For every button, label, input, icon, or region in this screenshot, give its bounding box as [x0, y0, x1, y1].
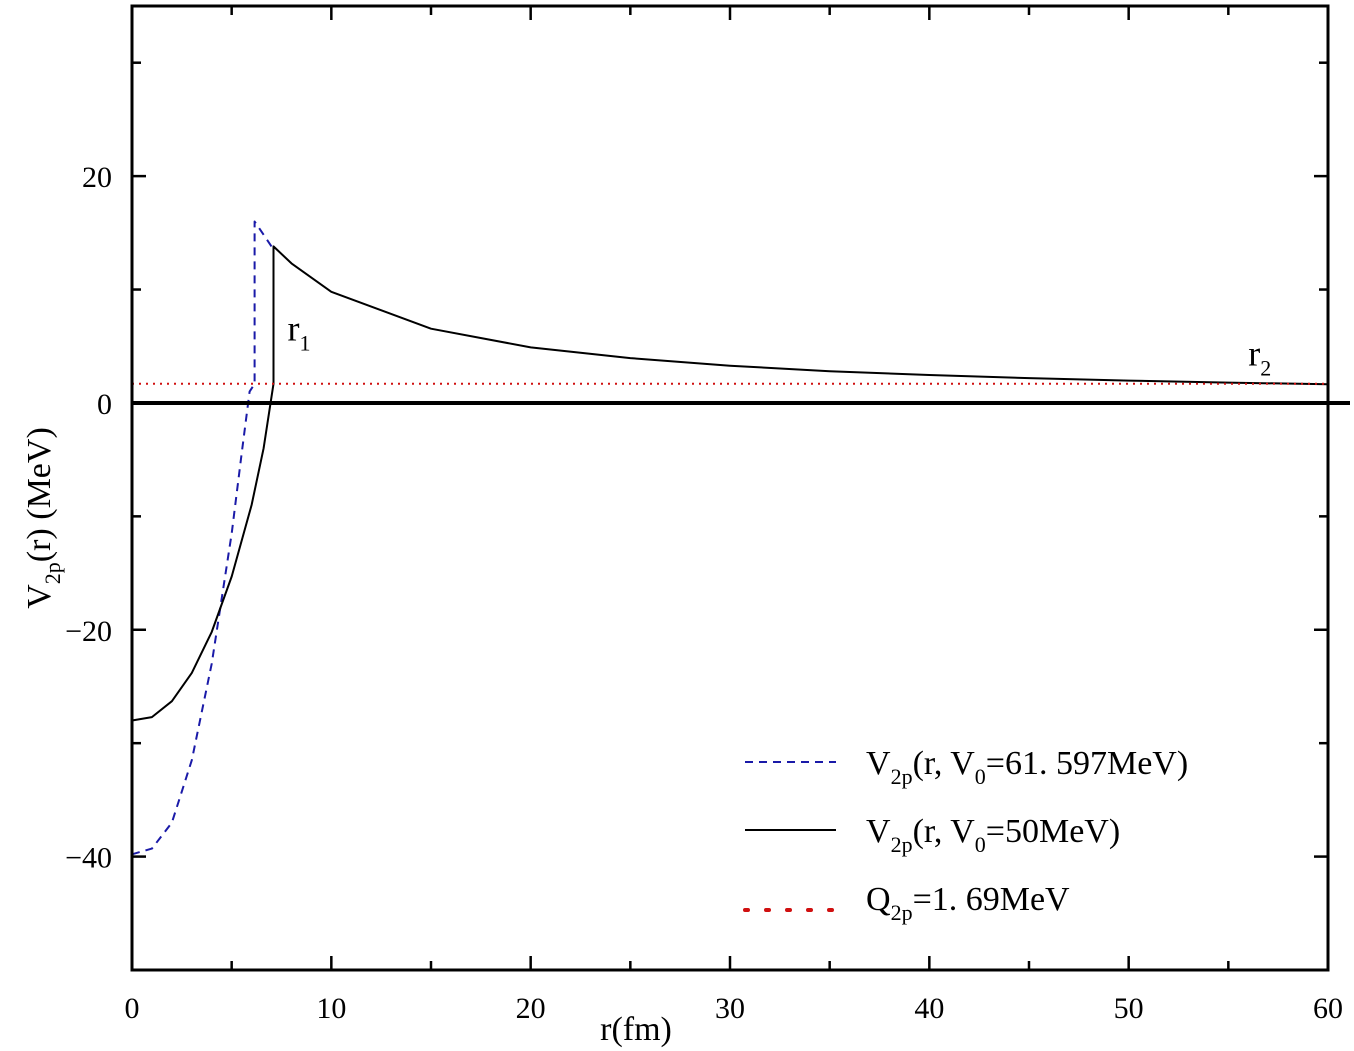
- plot-frame: [130, 4, 1330, 972]
- annotation-r2: r2: [1248, 334, 1271, 381]
- x-axis-label: r(fm): [600, 1011, 672, 1048]
- x-tick-label: 0: [125, 992, 140, 1025]
- legend-label-v0-61597: V2p(r, V0=61. 597MeV): [866, 745, 1188, 789]
- y-tick-label: 0: [97, 388, 112, 421]
- annotation-r1: r1: [287, 309, 310, 356]
- x-tick-label: 40: [914, 992, 944, 1025]
- legend-label-q2p: Q2p=1. 69MeV: [866, 881, 1070, 925]
- y-tick-label: −40: [65, 842, 112, 875]
- series-line-solid: [131, 245, 1329, 722]
- x-tick-label: 10: [316, 992, 346, 1025]
- series-line-dashed: [131, 220, 273, 856]
- series-layer: [131, 220, 1329, 856]
- x-tick-label: 30: [715, 992, 745, 1025]
- legend: V2p(r, V0=61. 597MeV) V2p(r, V0=50MeV) Q…: [743, 745, 1188, 925]
- y-axis-label: V2p(r) (MeV): [21, 427, 65, 609]
- tick-labels: 0 10 20 30 40 50 60 −40 −20 0 20: [65, 161, 1343, 1025]
- axis-ticks: [130, 6, 1330, 970]
- legend-label-v0-50: V2p(r, V0=50MeV): [866, 813, 1120, 857]
- x-tick-label: 50: [1114, 992, 1144, 1025]
- x-tick-label: 60: [1313, 992, 1343, 1025]
- y-tick-label: −20: [65, 615, 112, 648]
- x-tick-label: 20: [516, 992, 546, 1025]
- y-tick-label: 20: [82, 161, 112, 194]
